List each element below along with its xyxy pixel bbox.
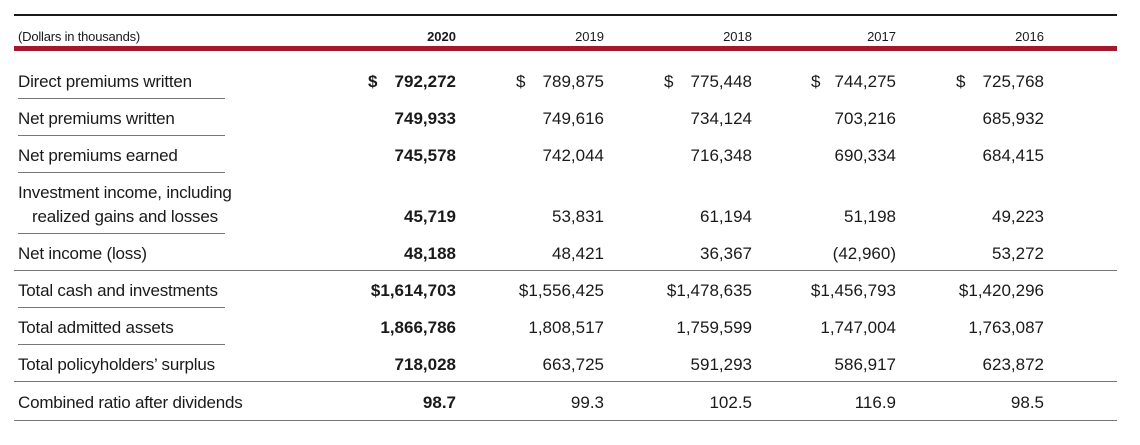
value-2017: $1,456,793 xyxy=(810,281,896,300)
value-2018: 591,293 xyxy=(690,355,752,374)
units-label: (Dollars in thousands) xyxy=(18,29,141,44)
value-2017: 586,917 xyxy=(834,355,896,374)
row-divider xyxy=(18,98,225,99)
value-2016: $1,420,296 xyxy=(958,281,1044,300)
value-2017: 690,334 xyxy=(834,146,896,165)
value-2019: $789,875 xyxy=(516,72,604,91)
value-2018: 716,348 xyxy=(690,146,752,165)
value-2020: 718,028 xyxy=(394,355,456,374)
year-header-2020: 2020 xyxy=(427,29,456,44)
section-divider xyxy=(14,270,1117,271)
value-2018: 36,367 xyxy=(700,244,752,263)
value-2017: $744,275 xyxy=(811,72,896,91)
dollar-sign: $ xyxy=(368,72,378,91)
value-2016: $725,768 xyxy=(956,72,1044,91)
value-2017: (42,960) xyxy=(832,244,896,263)
value-2016: 98.5 xyxy=(1010,393,1044,412)
value-2020: 98.7 xyxy=(422,393,456,412)
value-2019: 663,725 xyxy=(542,355,604,374)
value-2016: 685,932 xyxy=(982,109,1044,128)
value-2016: 623,872 xyxy=(982,355,1044,374)
table-row: Net premiums earned 745,578 742,044 716,… xyxy=(14,136,1117,173)
value-2019: 99.3 xyxy=(570,393,604,412)
value-2020: 48,188 xyxy=(404,244,456,263)
header-divider xyxy=(14,46,1117,51)
value-2016: 1,763,087 xyxy=(968,318,1044,337)
table-row: Combined ratio after dividends 98.7 99.3… xyxy=(14,382,1117,421)
value-2020: 745,578 xyxy=(394,146,456,165)
row-label: Net premiums written xyxy=(18,109,175,128)
value-2019: 48,421 xyxy=(552,244,604,263)
row-label: Total admitted assets xyxy=(18,318,174,337)
financial-summary-table: (Dollars in thousands) 2020 2019 2018 20… xyxy=(14,14,1117,421)
row-label: Net premiums earned xyxy=(18,146,178,165)
dollar-sign: $ xyxy=(664,72,674,91)
row-label-line1: Investment income, including xyxy=(18,183,232,202)
dollar-sign: $ xyxy=(956,72,966,91)
table-row: Total cash and investments $1,614,703 $1… xyxy=(14,271,1117,308)
value-2016: 684,415 xyxy=(982,146,1044,165)
value-2018: $1,478,635 xyxy=(666,281,752,300)
row-divider xyxy=(18,307,225,308)
value-2019: 742,044 xyxy=(542,146,604,165)
table-row: Direct premiums written $792,272 $789,87… xyxy=(14,51,1117,99)
table-row: Total policyholders’ surplus 718,028 663… xyxy=(14,345,1117,382)
table-row: Net premiums written 749,933 749,616 734… xyxy=(14,99,1117,136)
row-label: Direct premiums written xyxy=(18,72,192,91)
dollar-sign: $ xyxy=(516,72,526,91)
row-label: Total cash and investments xyxy=(18,281,218,300)
value-2018: 1,759,599 xyxy=(676,318,752,337)
value-2019: 1,808,517 xyxy=(528,318,604,337)
value-2019: $1,556,425 xyxy=(518,281,604,300)
table-row: Total admitted assets 1,866,786 1,808,51… xyxy=(14,308,1117,345)
value-2017: 703,216 xyxy=(834,109,896,128)
value-2017: 116.9 xyxy=(854,393,896,412)
row-divider xyxy=(18,344,225,345)
row-label: Total policyholders’ surplus xyxy=(18,355,215,374)
value-2020: $1,614,703 xyxy=(370,281,456,300)
table-row: Investment income, including realized ga… xyxy=(14,173,1117,234)
value-2018: 61,194 xyxy=(700,207,752,226)
table-row: Net income (loss) 48,188 48,421 36,367 (… xyxy=(14,234,1117,271)
value-2019: 53,831 xyxy=(552,207,604,226)
dollar-sign: $ xyxy=(811,72,821,91)
table-header: (Dollars in thousands) 2020 2019 2018 20… xyxy=(14,14,1117,46)
year-header-2019: 2019 xyxy=(575,29,604,44)
value-2020: 45,719 xyxy=(404,207,456,226)
value-2018: 734,124 xyxy=(690,109,752,128)
row-label: Combined ratio after dividends xyxy=(18,393,243,412)
value-2018: $775,448 xyxy=(664,72,752,91)
value-2020: 749,933 xyxy=(394,109,456,128)
row-divider xyxy=(18,135,225,136)
year-header-2017: 2017 xyxy=(867,29,896,44)
value-2018: 102.5 xyxy=(709,393,752,412)
year-header-2018: 2018 xyxy=(723,29,752,44)
value-2016: 49,223 xyxy=(992,207,1044,226)
value-2017: 1,747,004 xyxy=(820,318,896,337)
value-2020: 1,866,786 xyxy=(380,318,456,337)
value-2020: $792,272 xyxy=(368,72,456,91)
value-2017: 51,198 xyxy=(844,207,896,226)
row-label: Net income (loss) xyxy=(18,244,147,263)
row-label-line2: realized gains and losses xyxy=(32,207,218,226)
year-header-2016: 2016 xyxy=(1015,29,1044,44)
section-divider xyxy=(14,381,1117,382)
value-2019: 749,616 xyxy=(542,109,604,128)
row-divider xyxy=(18,233,225,234)
table-bottom-rule xyxy=(14,420,1117,421)
row-divider xyxy=(18,172,225,173)
value-2016: 53,272 xyxy=(992,244,1044,263)
